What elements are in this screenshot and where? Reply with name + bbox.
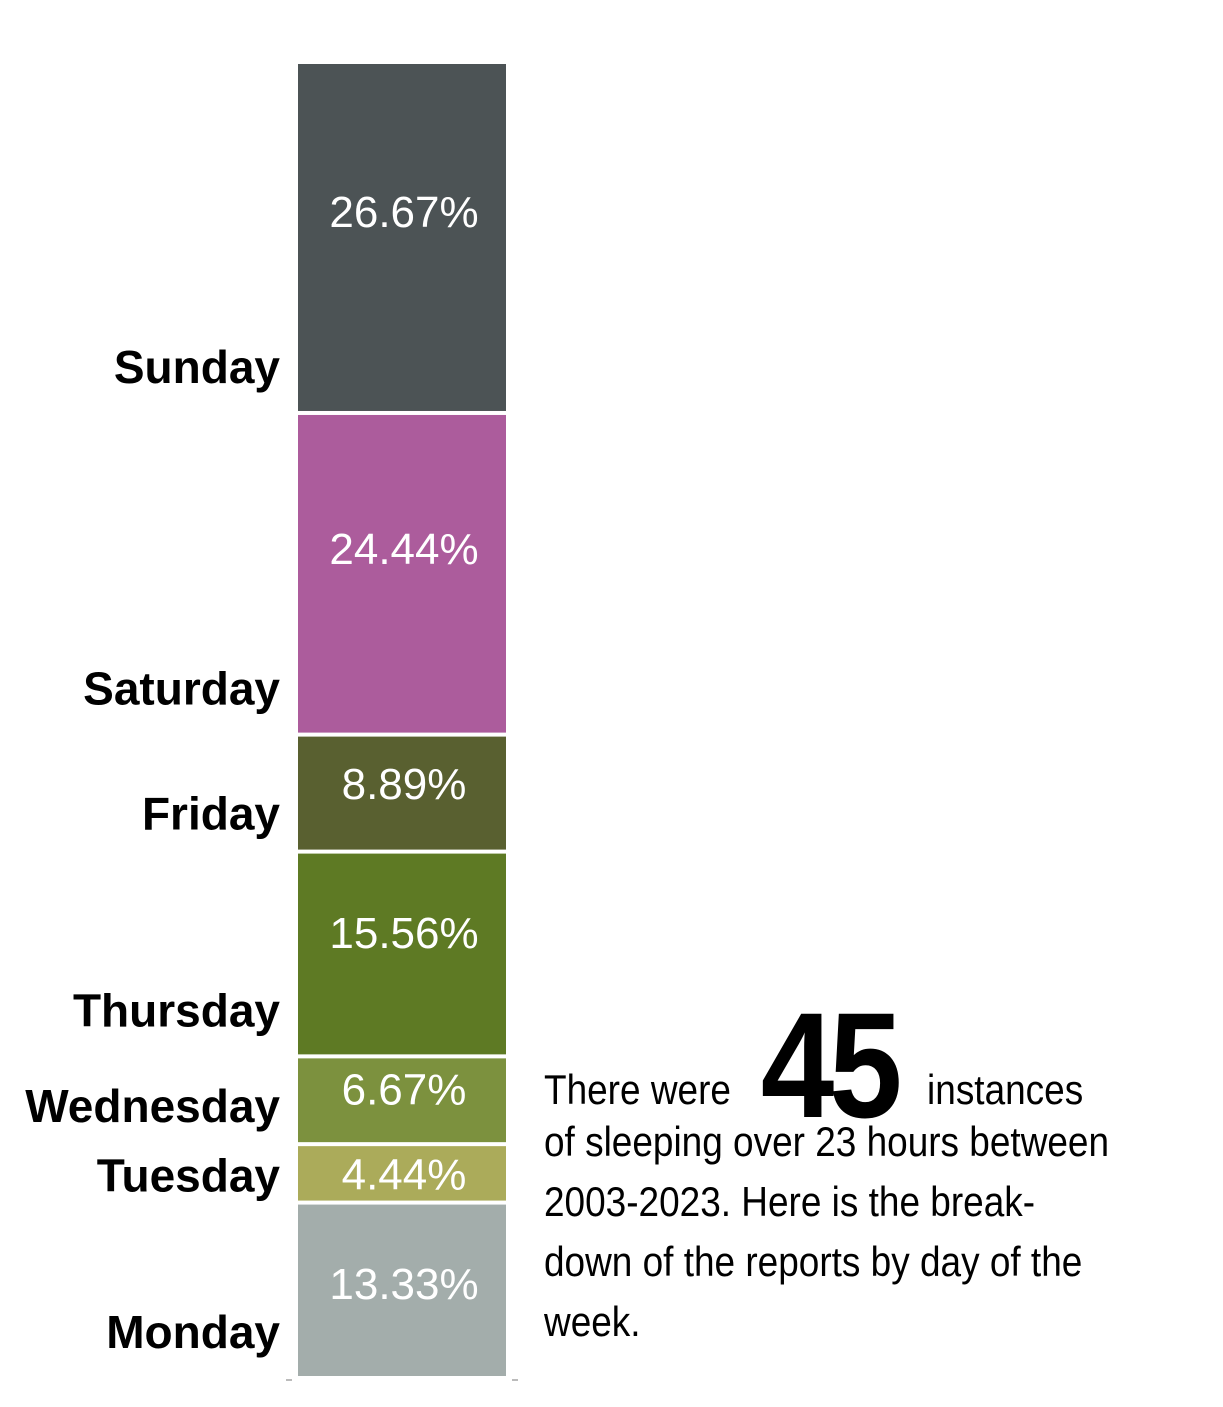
- segment-value-labels: 13.33% 4.44% 6.67% 15.56% 8.89% 24.44% 26.67%: [329, 188, 478, 1309]
- day-labels: Monday Tuesday Wednesday Thursday Friday Satu…: [25, 341, 280, 1358]
- annotation-suffix: instances: [927, 1066, 1084, 1113]
- value-label-sunday: 26.67%: [329, 188, 478, 237]
- bar-segment-sunday: [298, 64, 506, 411]
- bar-segment-saturday: [298, 414, 506, 733]
- value-label-monday: 13.33%: [329, 1260, 478, 1309]
- annotation-first-line: There were 45 instances: [544, 981, 1116, 1149]
- bar-segments: [298, 64, 506, 1376]
- annotation-body: of sleeping over 23 hours between 2003-2…: [544, 1118, 1110, 1345]
- annotation-prefix: There were: [544, 1066, 731, 1113]
- day-label-thursday: Thursday: [73, 984, 280, 1036]
- value-label-tuesday: 4.44%: [342, 1150, 467, 1199]
- day-label-tuesday: Tuesday: [97, 1149, 281, 1201]
- annotation-text: There were 45 instances of sleeping over…: [544, 990, 1116, 1352]
- bar-segment-tuesday: [298, 1146, 506, 1201]
- day-label-sunday: Sunday: [114, 341, 281, 393]
- value-label-saturday: 24.44%: [329, 525, 478, 574]
- day-label-monday: Monday: [106, 1306, 280, 1358]
- value-label-wednesday: 6.67%: [342, 1066, 467, 1115]
- bar-segment-thursday: [298, 853, 506, 1055]
- day-label-wednesday: Wednesday: [25, 1080, 280, 1132]
- instance-count: 45: [760, 981, 903, 1149]
- value-label-friday: 8.89%: [342, 760, 467, 809]
- value-label-thursday: 15.56%: [329, 909, 478, 958]
- day-label-saturday: Saturday: [83, 663, 280, 715]
- bar-segment-wednesday: [298, 1058, 506, 1143]
- bar-segment-monday: [298, 1204, 506, 1376]
- day-label-friday: Friday: [142, 788, 280, 840]
- bar-segment-friday: [298, 736, 506, 850]
